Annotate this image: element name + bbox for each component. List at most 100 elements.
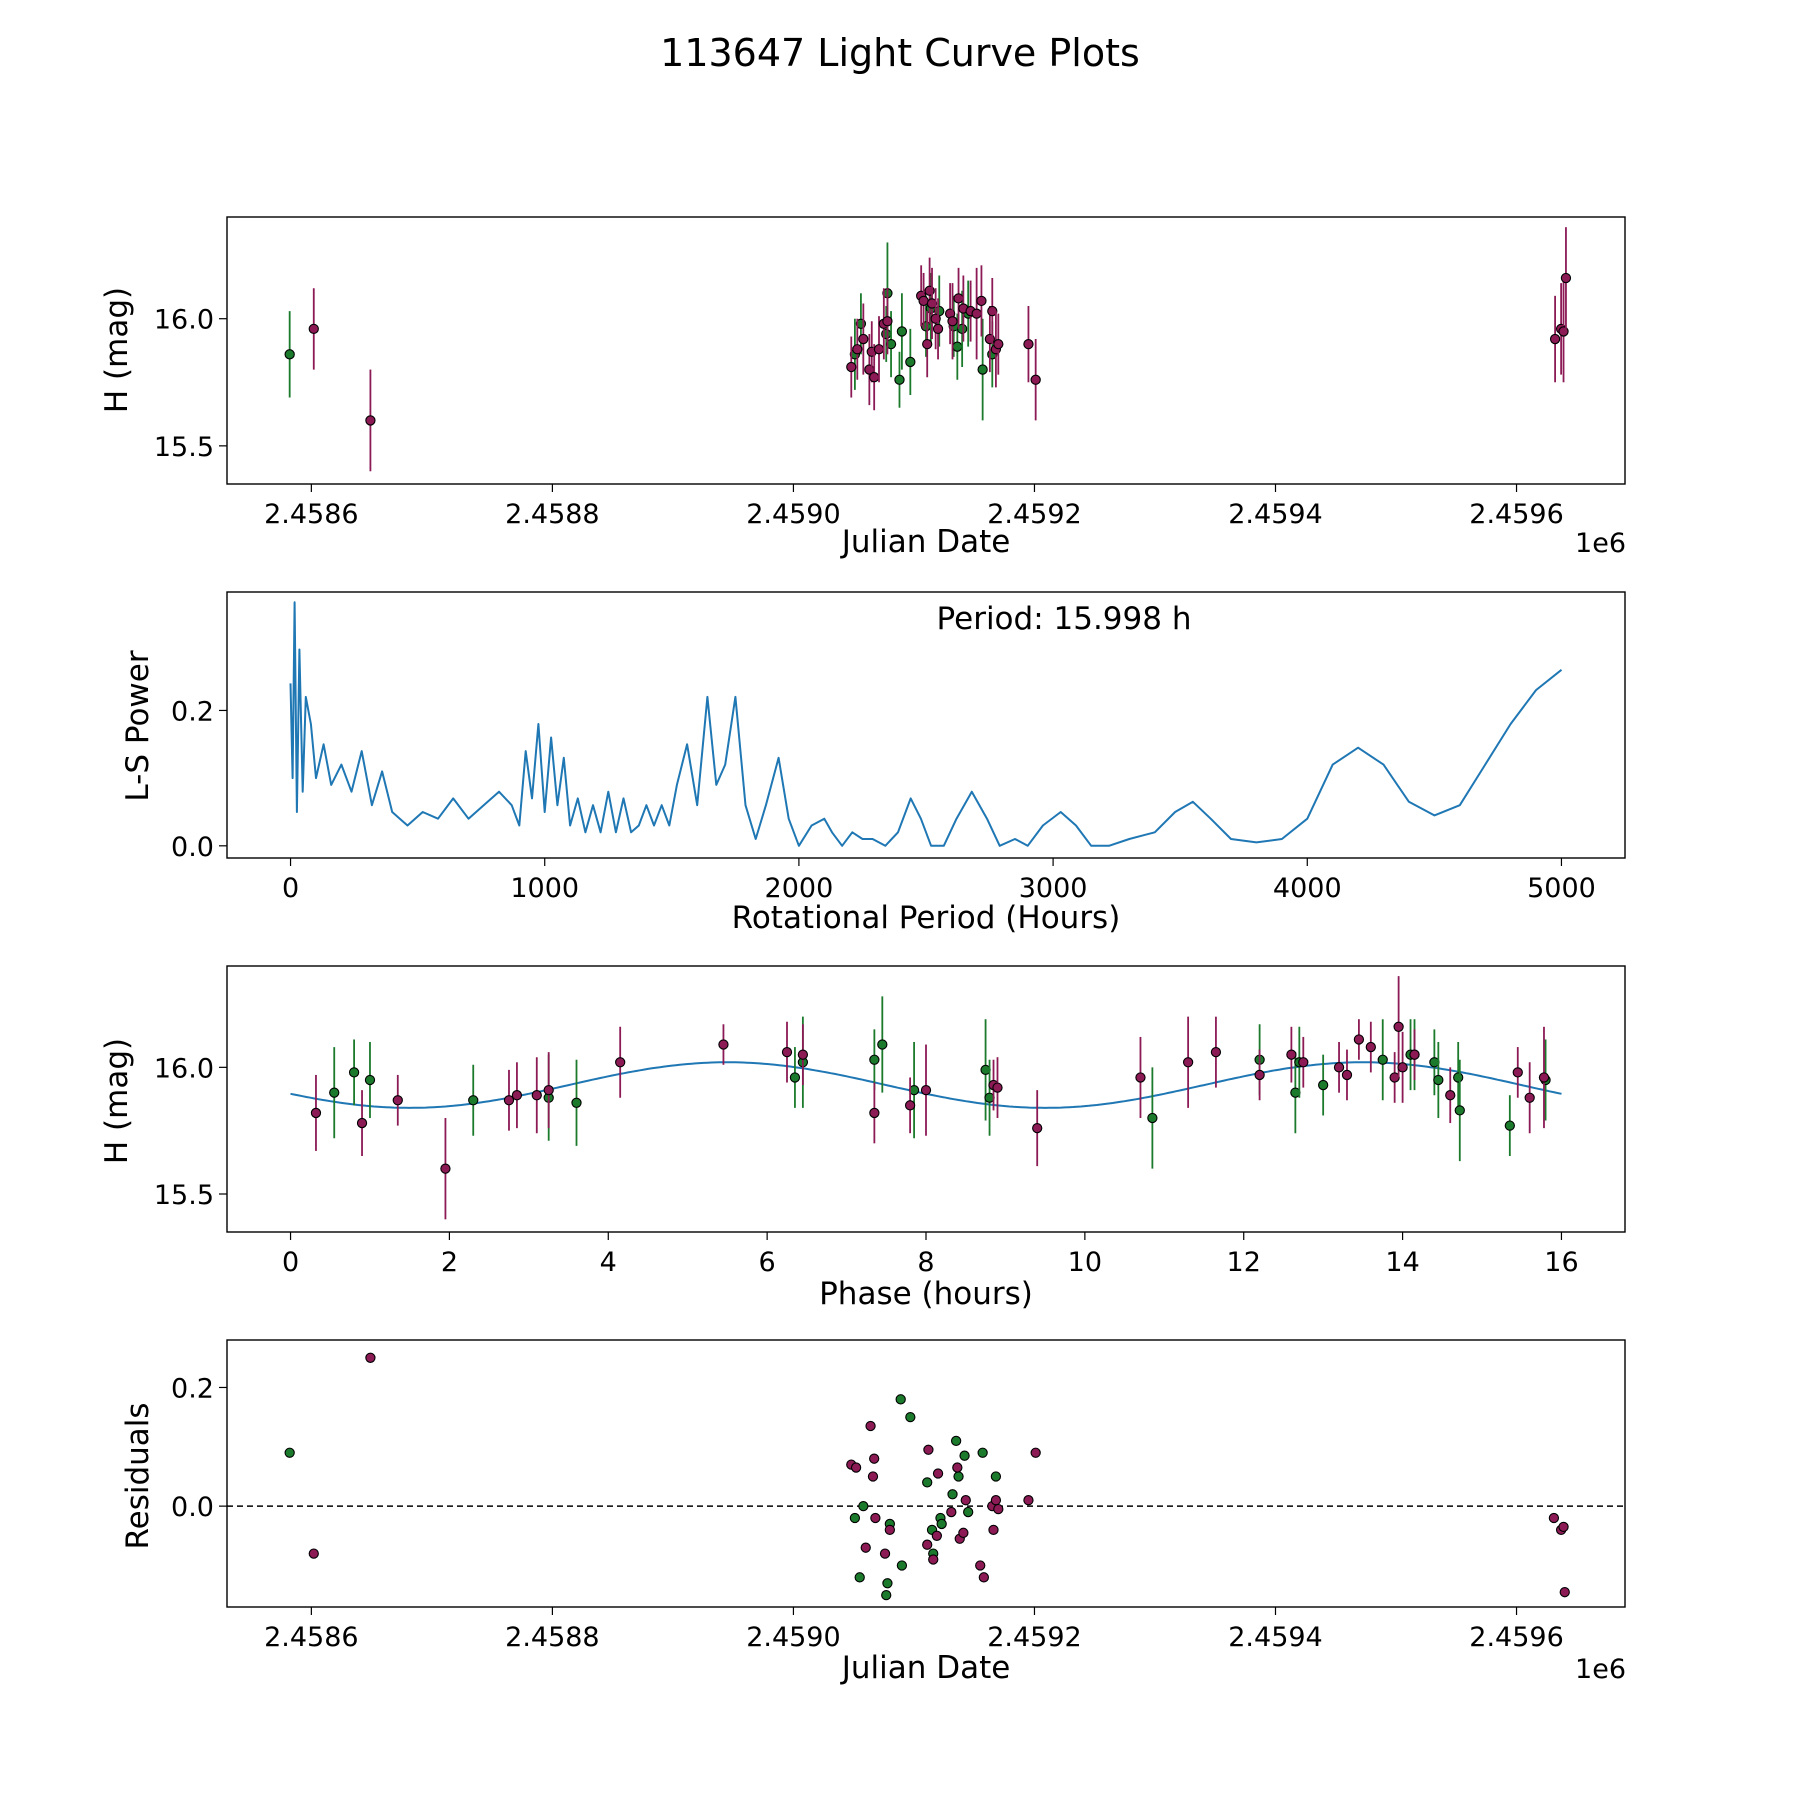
- residuals-data-point: [881, 1589, 892, 1601]
- phased-data-point: [1393, 1021, 1404, 1032]
- phased-ylabel: H (mag): [99, 1038, 135, 1164]
- lightcurve-xlabel: Julian Date: [840, 524, 1011, 560]
- lightcurve-data-point: [873, 344, 885, 355]
- phased-data-point: [781, 1046, 793, 1058]
- residuals-data-point: [947, 1489, 958, 1500]
- lightcurve-xtick-label: 2.4588: [505, 499, 599, 530]
- residuals-ytick-label: 0.0: [171, 1492, 214, 1523]
- periodogram-xtick-label: 0: [282, 873, 299, 904]
- phased-data-point: [1377, 1054, 1388, 1065]
- residuals-data-point: [963, 1506, 974, 1518]
- lightcurve-data-point: [947, 316, 958, 327]
- phased-data-point: [1318, 1079, 1329, 1091]
- lightcurve-data-point: [987, 305, 998, 317]
- lightcurve-ylabel: H (mag): [99, 287, 135, 413]
- residuals-xtick-label: 2.4590: [746, 1622, 840, 1653]
- lightcurve-data-point: [976, 295, 987, 307]
- phased-data-point: [356, 1117, 368, 1129]
- phased-data-point: [1341, 1069, 1353, 1081]
- phased-data-point: [1538, 1072, 1550, 1083]
- residuals-data-point: [988, 1524, 999, 1536]
- lightcurve-data-point: [932, 323, 944, 335]
- residuals-data-point: [860, 1542, 871, 1553]
- residuals-data-point: [882, 1578, 893, 1589]
- lightcurve-data-point: [1549, 333, 1561, 345]
- phased-data-point: [1254, 1069, 1265, 1081]
- residuals-data-point: [953, 1471, 964, 1482]
- residuals-xtick-label: 2.4592: [987, 1622, 1081, 1653]
- lightcurve-ytick-label: 16.0: [154, 305, 214, 336]
- residuals-x-offset: 1e6: [1575, 1654, 1626, 1685]
- residuals-axes-frame: [226, 1339, 1626, 1608]
- phased-data-point: [1135, 1072, 1146, 1083]
- phased-data-point: [310, 1107, 322, 1119]
- phased-data-point: [392, 1095, 403, 1106]
- lightcurve-data-point: [852, 344, 863, 355]
- phased-data-point: [797, 1049, 809, 1060]
- period-annotation: Period: 15.998 h: [937, 601, 1192, 637]
- lightcurve-x-offset: 1e6: [1575, 528, 1626, 559]
- lightcurve-data-point: [1030, 374, 1041, 385]
- phased-data-point: [1512, 1067, 1523, 1078]
- phased-data-point: [789, 1072, 801, 1083]
- phased-data-point: [1433, 1074, 1444, 1086]
- residuals-data-point: [928, 1554, 939, 1565]
- lightcurve-data-point: [869, 372, 880, 383]
- phased-data-point: [1147, 1112, 1158, 1124]
- residuals-data-point: [365, 1352, 376, 1363]
- residuals-panel: Julian Date Residuals 1e6 2.4586 2.4588 2.…: [120, 1339, 1626, 1686]
- residuals-data-point: [993, 1503, 1004, 1515]
- lightcurve-data-point: [308, 323, 319, 335]
- residuals-data-point: [932, 1468, 944, 1479]
- periodogram-ytick-label: 0.0: [171, 832, 214, 863]
- phased-data-point: [511, 1090, 523, 1101]
- phased-data-point: [992, 1082, 1003, 1093]
- residuals-data-point: [308, 1548, 319, 1559]
- residuals-ylabel: Residuals: [120, 1402, 156, 1549]
- periodogram-plot-area: [289, 601, 1563, 847]
- phased-xtick-label: 10: [1068, 1247, 1102, 1278]
- lightcurve-data-point: [1558, 326, 1569, 337]
- phased-data-point: [1445, 1090, 1456, 1101]
- periodogram-ytick-label: 0.2: [171, 696, 214, 727]
- phased-data-point: [1353, 1034, 1365, 1045]
- phased-xtick-label: 0: [282, 1247, 299, 1278]
- residuals-data-point: [977, 1447, 988, 1458]
- phased-xtick-label: 8: [917, 1247, 934, 1278]
- phased-data-point: [1182, 1057, 1194, 1068]
- lightcurve-data-point: [993, 338, 1004, 350]
- periodogram-xtick-label: 3000: [1019, 873, 1088, 904]
- residuals-data-point: [922, 1477, 933, 1488]
- phased-data-point: [877, 1039, 888, 1050]
- lightcurve-data-point: [953, 293, 964, 304]
- lightcurve-xtick-label: 2.4594: [1228, 499, 1322, 530]
- residuals-data-point: [884, 1524, 895, 1536]
- phased-data-point: [543, 1084, 554, 1096]
- periodogram-ylabel: L-S Power: [120, 650, 156, 801]
- residuals-data-point: [870, 1512, 881, 1524]
- residuals-data-point: [896, 1560, 908, 1571]
- figure-title: 113647 Light Curve Plots: [660, 31, 1140, 75]
- residuals-data-point: [858, 1500, 869, 1512]
- phased-xtick-label: 2: [441, 1247, 458, 1278]
- phased-data-point: [920, 1084, 932, 1096]
- lightcurve-data-point: [957, 323, 968, 335]
- lightcurve-data-point: [284, 349, 295, 360]
- phased-data-point: [1333, 1062, 1345, 1073]
- periodogram-axes-frame: [226, 591, 1626, 859]
- phased-data-point: [718, 1039, 729, 1050]
- phased-data-point: [615, 1057, 626, 1068]
- residuals-data-point: [958, 1527, 969, 1538]
- phased-data-point: [503, 1095, 515, 1106]
- lightcurve-data-point: [1560, 272, 1572, 284]
- residuals-data-point: [923, 1444, 934, 1455]
- phased-data-point: [1504, 1120, 1515, 1131]
- phased-ytick-label: 16.0: [154, 1053, 214, 1084]
- residuals-data-point: [879, 1548, 891, 1559]
- lightcurve-data-point: [896, 326, 908, 337]
- phased-data-point: [1298, 1057, 1309, 1068]
- residuals-data-point: [1023, 1495, 1034, 1506]
- residuals-data-point: [922, 1539, 933, 1550]
- periodogram-panel: Rotational Period (Hours) L-S Power Peri…: [120, 591, 1626, 936]
- lightcurve-ytick-label: 15.5: [154, 432, 214, 463]
